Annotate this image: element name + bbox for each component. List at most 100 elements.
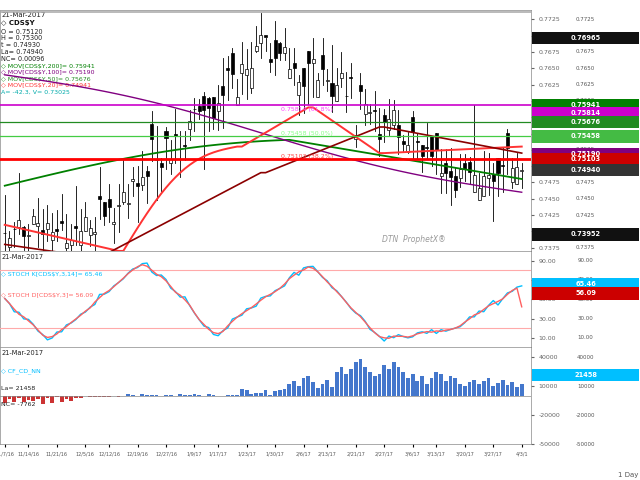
Bar [287, 384, 291, 396]
Bar [473, 175, 476, 192]
Bar [340, 367, 344, 396]
Bar [325, 380, 329, 396]
Bar [435, 372, 438, 396]
Bar [231, 53, 234, 74]
Bar [468, 382, 472, 396]
Bar [420, 144, 424, 156]
Bar [472, 380, 476, 396]
Bar [55, 396, 59, 397]
Text: ◇ CDS$Y: ◇ CDS$Y [1, 20, 35, 26]
Text: 10000: 10000 [577, 384, 595, 389]
Text: 0.74940: 0.74940 [570, 167, 601, 173]
Bar [449, 376, 452, 396]
Bar [241, 64, 243, 72]
Bar [444, 381, 448, 396]
Text: 21-Mar-2017: 21-Mar-2017 [1, 350, 43, 356]
Text: 21-Mar-2017: 21-Mar-2017 [1, 254, 43, 260]
Bar [45, 396, 49, 397]
Bar [344, 374, 348, 396]
Text: 1 Day: 1 Day [618, 471, 639, 478]
Text: -20000: -20000 [576, 412, 595, 418]
Bar [444, 163, 447, 173]
Bar [483, 177, 485, 196]
Text: 0.76965: 0.76965 [570, 35, 601, 41]
Bar [41, 230, 44, 234]
Text: NC= -7762: NC= -7762 [1, 402, 36, 407]
Bar [307, 376, 310, 396]
Bar [250, 394, 253, 396]
Bar [487, 175, 490, 178]
Text: 40000: 40000 [577, 355, 595, 360]
Bar [212, 395, 215, 396]
Bar [364, 104, 367, 114]
Text: -50000: -50000 [576, 442, 595, 446]
Bar [131, 179, 134, 181]
Bar [69, 396, 73, 400]
Text: 0.75103 (38.2%): 0.75103 (38.2%) [281, 154, 333, 159]
Bar [515, 387, 519, 396]
Bar [93, 232, 97, 234]
Bar [8, 238, 11, 247]
Bar [259, 36, 262, 43]
Text: 0.75458 (50.0%): 0.75458 (50.0%) [281, 131, 333, 136]
Bar [373, 110, 376, 111]
Bar [430, 136, 433, 156]
Bar [510, 382, 514, 396]
Bar [402, 141, 404, 144]
Bar [107, 396, 111, 397]
Bar [321, 384, 324, 396]
Bar [268, 395, 272, 396]
Bar [349, 369, 353, 396]
Bar [212, 97, 215, 118]
Bar [458, 169, 461, 179]
Text: A= -42.3, V= 0.73025: A= -42.3, V= 0.73025 [1, 90, 70, 95]
Bar [426, 147, 428, 148]
Text: ◇ MOV[CDS$Y,20]= 0.74941: ◇ MOV[CDS$Y,20]= 0.74941 [1, 84, 91, 88]
Bar [372, 376, 376, 396]
Bar [468, 162, 471, 172]
Bar [302, 68, 305, 86]
Bar [240, 389, 244, 396]
Bar [301, 378, 305, 396]
Bar [236, 96, 239, 105]
Bar [169, 159, 172, 163]
Bar [335, 372, 339, 396]
Text: 0.7425: 0.7425 [576, 213, 595, 217]
Bar [496, 383, 500, 396]
Bar [70, 240, 73, 245]
Bar [411, 374, 415, 396]
Bar [0, 10, 531, 13]
Text: H = 0.75300: H = 0.75300 [1, 36, 42, 41]
Text: 0.7600: 0.7600 [576, 98, 595, 103]
Bar [84, 217, 87, 231]
Bar [193, 395, 196, 396]
Bar [22, 227, 25, 236]
Bar [511, 168, 514, 182]
Bar [497, 158, 499, 173]
Bar [41, 396, 45, 405]
Bar [312, 59, 314, 63]
Text: 10.00: 10.00 [578, 336, 593, 340]
Bar [12, 396, 16, 402]
Text: 0.7675: 0.7675 [576, 49, 595, 55]
Bar [202, 96, 205, 110]
Text: ◇ MOV[CDS$Y,100]= 0.75190: ◇ MOV[CDS$Y,100]= 0.75190 [1, 71, 95, 75]
Text: ◇ CF_CD_NN: ◇ CF_CD_NN [1, 369, 41, 374]
Bar [397, 367, 400, 396]
Text: 0.75941: 0.75941 [570, 102, 601, 108]
Bar [453, 378, 457, 396]
Text: NC= 0.00096: NC= 0.00096 [1, 56, 44, 62]
Bar [155, 159, 158, 160]
Bar [326, 80, 329, 81]
Bar [330, 387, 334, 396]
Bar [501, 165, 504, 166]
Bar [454, 177, 457, 190]
Bar [378, 134, 381, 139]
Bar [3, 396, 6, 404]
Bar [340, 72, 343, 78]
Bar [88, 396, 92, 397]
Bar [236, 395, 239, 396]
Bar [316, 80, 319, 96]
Bar [230, 395, 234, 396]
Bar [136, 183, 139, 186]
